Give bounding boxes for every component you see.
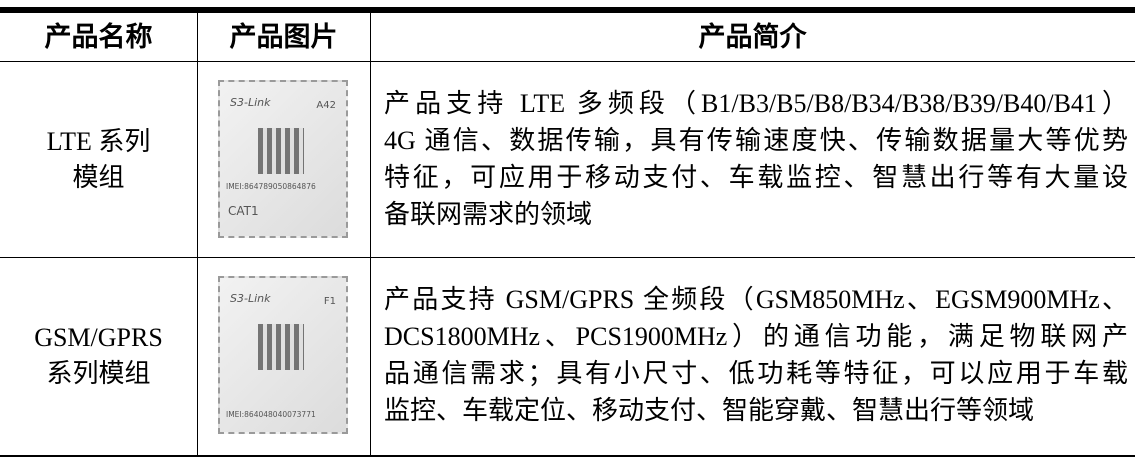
chip-imei: IMEI:864789050864876 <box>226 182 316 191</box>
header-cell: 产品名称 <box>44 22 153 52</box>
description-line: 监控、车载定位、移动支付、智能穿戴、智慧出行等领域 <box>384 396 1035 425</box>
product-description: 产品支持 GSM/GPRS 全频段（GSM850MHz、EGSM900MHz、 D… <box>384 281 1128 429</box>
chip-image: S3-Link A42 IMEI:864789050864876 CAT1 <box>218 80 348 238</box>
description-line: 品通信需求；具有小尺寸、低功耗等特征，可以应用于车载 <box>384 359 1128 388</box>
description-line: 产品支持 LTE 多频段（B1/B3/B5/B8/B34/B38/B39/B40… <box>384 89 1128 118</box>
name-line: GSM/GPRS <box>34 322 163 352</box>
chip-model: A42 <box>316 100 336 111</box>
product-description: 产品支持 LTE 多频段（B1/B3/B5/B8/B34/B38/B39/B40… <box>384 85 1128 233</box>
col-line <box>370 13 371 456</box>
header-cell: 产品简介 <box>698 22 807 52</box>
product-name: LTE 系列 模组 <box>0 62 197 257</box>
chip-brand: S3-Link <box>230 96 271 109</box>
qr-code <box>258 324 304 370</box>
description-line: DCS1800MHz、PCS1900MHz）的通信功能，满足物联网产 <box>384 322 1128 351</box>
col-line <box>197 13 198 456</box>
name-line: 模组 <box>72 162 125 192</box>
top-border <box>0 7 1135 13</box>
row-line <box>0 257 1135 258</box>
row-line <box>0 61 1135 62</box>
qr-code <box>258 128 304 174</box>
description-line: 产品支持 GSM/GPRS 全频段（GSM850MHz、EGSM900MHz、 <box>384 285 1128 314</box>
chip-image: S3-Link F1 IMEI:864048040073771 <box>218 276 348 434</box>
name-line: 系列模组 <box>46 358 151 388</box>
chip-model: F1 <box>323 296 336 307</box>
bottom-border <box>0 455 1135 457</box>
description-line: 4G 通信、数据传输，具有传输速度快、传输数据量大等优势 <box>384 126 1128 155</box>
product-name: GSM/GPRS 系列模组 <box>0 258 197 453</box>
header-cell: 产品图片 <box>229 22 338 52</box>
chip-brand: S3-Link <box>230 292 271 305</box>
chip-imei: IMEI:864048040073771 <box>226 410 316 419</box>
name-line: LTE 系列 <box>46 126 151 156</box>
description-line: 特征，可应用于移动支付、车载监控、智慧出行等有大量设 <box>384 163 1128 192</box>
description-line: 备联网需求的领域 <box>384 200 593 229</box>
chip-tag: CAT1 <box>228 204 259 218</box>
